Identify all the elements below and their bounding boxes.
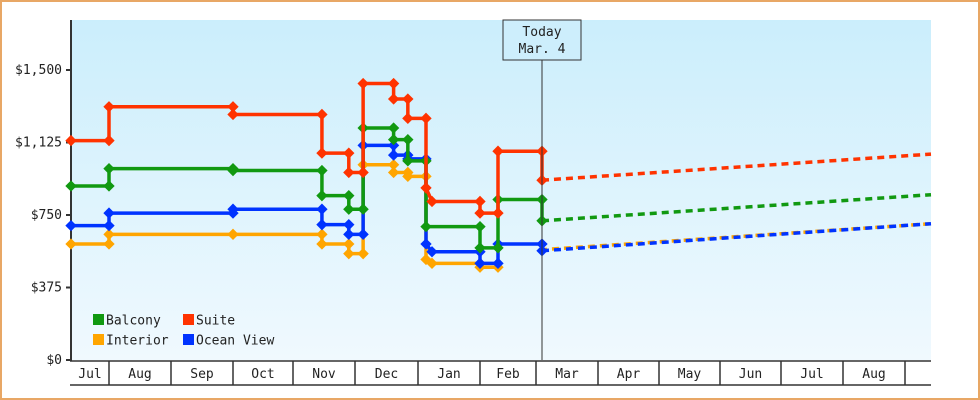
data-point-marker[interactable] (492, 145, 504, 157)
data-point-marker[interactable] (316, 228, 328, 240)
plot-area (71, 20, 931, 360)
data-point-marker[interactable] (387, 139, 400, 152)
data-point-marker[interactable] (402, 170, 414, 182)
today-label: Today (522, 25, 561, 40)
x-month-label: Mar (555, 367, 579, 382)
x-month-label: Dec (375, 367, 398, 382)
data-point-marker[interactable] (387, 159, 400, 171)
data-point-marker[interactable] (420, 182, 432, 194)
y-tick-label: $1,500 (15, 63, 62, 78)
data-point-marker[interactable] (474, 242, 486, 254)
data-point-marker[interactable] (227, 164, 239, 177)
data-point-marker[interactable] (227, 203, 239, 215)
legend-swatch (183, 314, 194, 325)
data-point-marker[interactable] (474, 257, 486, 269)
data-point-marker[interactable] (426, 195, 438, 208)
x-month-label: Jun (739, 367, 762, 382)
data-point-marker[interactable] (357, 228, 369, 240)
legend-label: Ocean View (196, 334, 274, 349)
forecast-line (541, 221, 932, 253)
legend: Balcony Suite Interior Ocean View (93, 314, 274, 349)
forecast-line (541, 152, 932, 182)
data-point-marker[interactable] (474, 220, 486, 233)
x-month-label: Jan (437, 367, 460, 382)
y-axis: $0 $375 $750 $1,125 $1,500 (15, 20, 72, 368)
data-point-marker[interactable] (316, 203, 328, 215)
data-point-marker[interactable] (402, 133, 414, 146)
today-marker: Today Mar. 4 (502, 19, 582, 360)
legend-swatch (93, 314, 104, 325)
data-point-marker[interactable] (492, 207, 504, 219)
legend-label: Interior (106, 334, 169, 349)
data-point-marker[interactable] (343, 248, 355, 260)
x-month-label: Nov (312, 367, 336, 382)
legend-swatch (183, 334, 194, 345)
data-point-marker[interactable] (316, 238, 328, 250)
x-month-label: May (678, 367, 702, 382)
x-month-label: Jul (78, 367, 101, 382)
data-point-marker[interactable] (387, 166, 400, 179)
data-point-marker[interactable] (343, 228, 355, 240)
data-point-marker[interactable] (343, 238, 355, 250)
data-point-marker[interactable] (387, 149, 400, 161)
x-month-label: Apr (617, 367, 641, 382)
data-point-marker[interactable] (492, 242, 504, 254)
data-point-marker[interactable] (426, 257, 438, 269)
y-tick-label: $1,125 (15, 136, 62, 151)
today-date: Mar. 4 (519, 42, 566, 57)
y-tick-label: $750 (31, 208, 62, 223)
data-point-marker[interactable] (426, 246, 438, 258)
data-point-marker[interactable] (316, 219, 328, 231)
data-point-marker[interactable] (357, 203, 369, 215)
legend-item-suite[interactable]: Suite (183, 314, 235, 329)
x-month-label: Jul (800, 367, 823, 382)
data-point-marker[interactable] (316, 190, 328, 202)
data-point-marker[interactable] (420, 238, 432, 250)
legend-label: Balcony (106, 314, 161, 329)
forecast-line (541, 192, 932, 223)
data-point-marker[interactable] (227, 228, 239, 240)
data-point-marker[interactable] (343, 166, 355, 179)
data-point-marker[interactable] (357, 166, 369, 179)
x-month-label: Feb (496, 367, 520, 382)
x-month-label: Aug (128, 367, 151, 382)
data-point-marker[interactable] (492, 257, 504, 269)
y-tick-label: $0 (46, 353, 62, 368)
data-point-marker[interactable] (316, 164, 328, 177)
legend-item-balcony[interactable]: Balcony (93, 314, 161, 329)
series-balcony (65, 122, 932, 254)
data-point-marker[interactable] (420, 220, 432, 233)
legend-swatch (93, 334, 104, 345)
x-axis: Jul Aug Sep Oct Nov Dec Jan Feb Mar Apr May Jun Jul A… (70, 360, 931, 386)
data-point-marker[interactable] (343, 219, 355, 231)
legend-item-ocean-view[interactable]: Ocean View (183, 334, 274, 349)
legend-item-interior[interactable]: Interior (93, 334, 169, 349)
today-box (502, 19, 582, 61)
x-month-label: Oct (251, 367, 274, 382)
data-point-marker[interactable] (316, 147, 328, 159)
x-month-label: Aug (862, 367, 885, 382)
data-point-marker[interactable] (343, 190, 355, 202)
data-point-marker[interactable] (387, 133, 400, 146)
legend-label: Suite (196, 314, 235, 329)
data-point-marker[interactable] (343, 203, 355, 215)
y-tick-label: $375 (31, 281, 62, 296)
data-point-marker[interactable] (357, 248, 369, 260)
x-month-label: Sep (190, 367, 214, 382)
data-point-marker[interactable] (343, 147, 355, 159)
data-point-marker[interactable] (474, 207, 486, 219)
data-point-marker[interactable] (402, 155, 414, 167)
data-point-marker[interactable] (474, 195, 486, 208)
series-group (65, 77, 932, 273)
